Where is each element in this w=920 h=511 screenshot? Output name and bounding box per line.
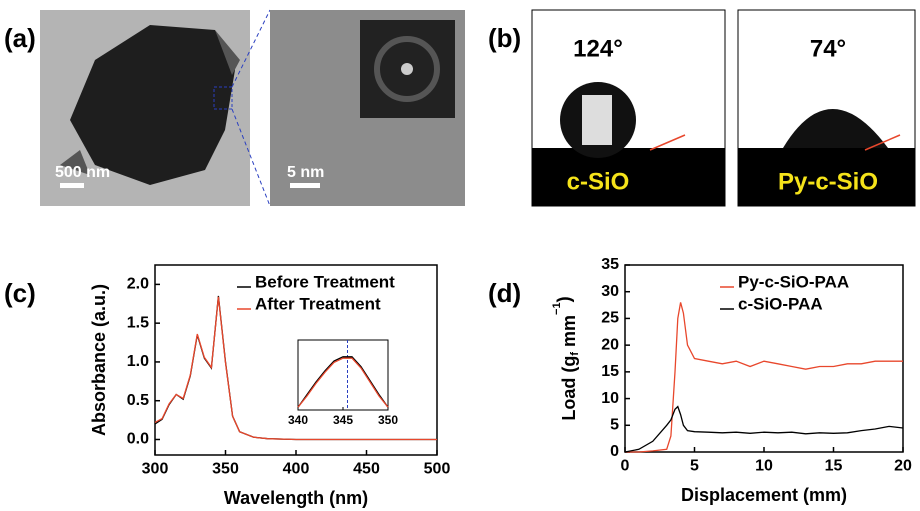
- y-tick-label: 0.5: [127, 392, 149, 409]
- y-tick-label: 1.0: [127, 353, 149, 370]
- x-axis-label: Displacement (mm): [681, 485, 847, 505]
- legend-label: Py-c-SiO-PAA: [738, 272, 849, 291]
- x-tick-label: 350: [212, 461, 239, 478]
- x-tick-label: 300: [142, 461, 169, 478]
- x-tick-label: 15: [825, 458, 843, 475]
- plot-frame: [625, 265, 903, 452]
- y-axis-label-part: mm: [559, 315, 579, 352]
- panel-label: (d): [488, 278, 521, 308]
- y-tick-label: 0: [610, 443, 619, 460]
- scale-bar-label: 500 nm: [55, 164, 110, 181]
- tem-image: 500 nm: [40, 10, 270, 206]
- y-tick-label: 15: [601, 363, 619, 380]
- y-tick-label: 1.5: [127, 314, 149, 331]
- contact-angle: 74°: [810, 35, 846, 62]
- sample-label: c-SiO: [567, 168, 630, 195]
- x-tick-label: 10: [755, 458, 773, 475]
- x-tick-label: 350: [378, 413, 398, 427]
- series-line: [625, 407, 903, 452]
- x-tick-label: 450: [353, 461, 380, 478]
- y-tick-label: 20: [601, 336, 619, 353]
- y-axis-label-part: −1: [551, 302, 563, 315]
- y-axis-label-part: Load (g: [559, 356, 579, 421]
- contact-angle-image: 74° Py-c-SiO: [738, 10, 915, 206]
- legend-label: After Treatment: [255, 294, 381, 313]
- y-tick-label: 35: [601, 256, 619, 273]
- y-tick-label: 30: [601, 283, 619, 300]
- legend-label: Before Treatment: [255, 272, 395, 291]
- y-tick-label: 25: [601, 310, 619, 327]
- x-axis-label: Wavelength (nm): [224, 488, 368, 508]
- y-tick-label: 2.0: [127, 276, 149, 293]
- y-tick-label: 10: [601, 390, 619, 407]
- contact-angle: 124°: [573, 35, 623, 62]
- x-tick-label: 340: [288, 413, 308, 427]
- x-tick-label: 400: [283, 461, 310, 478]
- x-tick-label: 500: [424, 461, 451, 478]
- inset-bg: [298, 340, 388, 410]
- x-tick-label: 0: [621, 458, 630, 475]
- series-line: [625, 302, 903, 452]
- legend-label: c-SiO-PAA: [738, 294, 823, 313]
- y-axis-label: Absorbance (a.u.): [89, 284, 109, 436]
- x-tick-label: 5: [690, 458, 699, 475]
- figure: (a) (b) (c) (d) 500 nm 5 nm 124° c-SiO: [0, 0, 920, 511]
- scale-bar-label: 5 nm: [287, 164, 324, 181]
- panel-label: (b): [488, 23, 521, 53]
- panel-label: (c): [4, 278, 36, 308]
- hrtem-image: 5 nm: [270, 10, 465, 206]
- y-tick-label: 5: [610, 417, 619, 434]
- contact-angle-image: 124° c-SiO: [532, 10, 725, 206]
- x-tick-label: 20: [894, 458, 912, 475]
- y-axis-label: Load (gf mm−1): [551, 296, 581, 420]
- y-axis-label-part: ): [554, 296, 574, 302]
- x-tick-label: 345: [333, 413, 353, 427]
- y-tick-label: 0.0: [127, 431, 149, 448]
- panel-label: (a): [4, 23, 36, 53]
- sample-label: Py-c-SiO: [778, 168, 878, 195]
